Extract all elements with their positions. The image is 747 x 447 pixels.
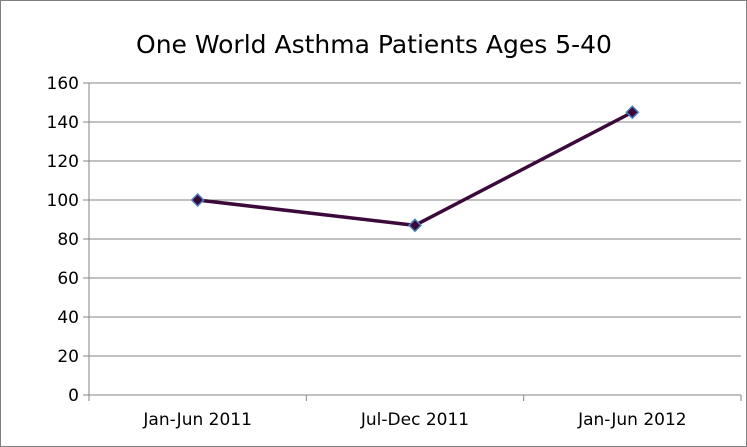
- y-tick-label: 20: [57, 347, 79, 367]
- y-tick-label: 40: [57, 308, 79, 328]
- x-tick-label: Jan-Jun 2012: [577, 410, 687, 430]
- x-tick-label: Jan-Jun 2011: [142, 410, 252, 430]
- y-tick-label: 0: [68, 386, 79, 406]
- y-tick-label: 100: [47, 191, 79, 211]
- data-point-marker: [190, 192, 205, 208]
- data-point-marker: [407, 218, 423, 233]
- y-tick-labels: 0 20 40 60 80 100 120 140 160: [47, 74, 79, 406]
- series-line: [197, 110, 634, 228]
- x-tick-labels: Jan-Jun 2011 Jul-Dec 2011 Jan-Jun 2012: [142, 410, 686, 430]
- data-points: [190, 105, 640, 233]
- x-tick-label: Jul-Dec 2011: [360, 410, 469, 430]
- data-point-marker: [625, 105, 640, 120]
- y-tick-label: 60: [57, 269, 79, 289]
- axes: [83, 82, 742, 401]
- y-tick-label: 160: [47, 74, 79, 94]
- chart-title: One World Asthma Patients Ages 5-40: [136, 30, 612, 59]
- series-line-0: [197, 110, 634, 228]
- y-tick-label: 140: [47, 113, 79, 133]
- y-tick-label: 80: [57, 230, 79, 250]
- y-tick-label: 120: [47, 152, 79, 172]
